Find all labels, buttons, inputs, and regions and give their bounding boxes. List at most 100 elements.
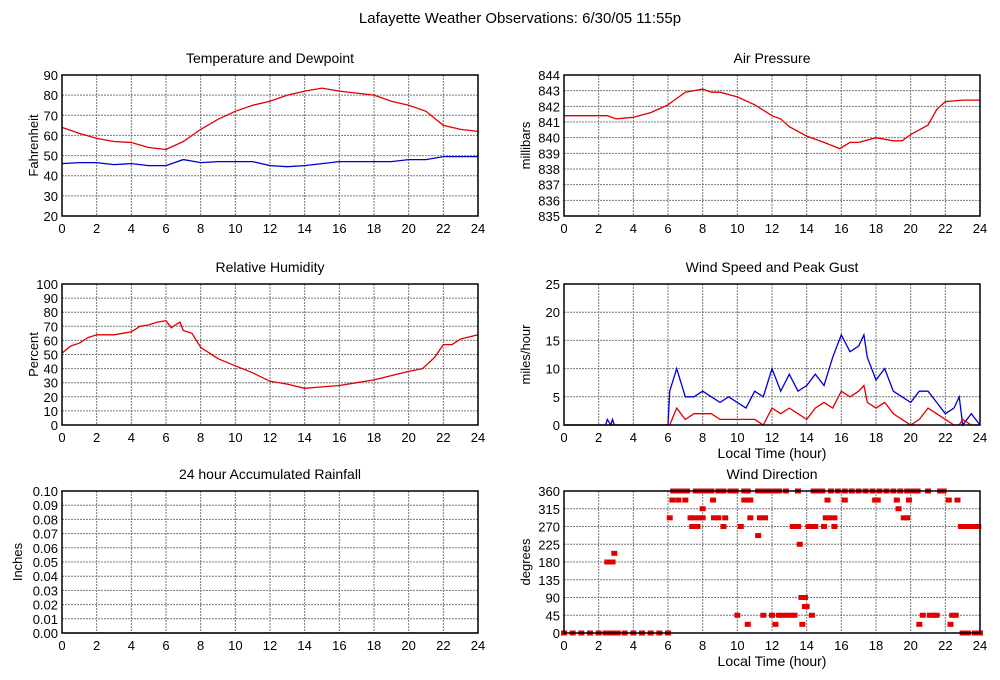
x-tick-label: 0 [58,430,65,445]
y-axis-label: miles/hour [518,324,533,385]
chart-title: Temperature and Dewpoint [186,50,354,66]
x-tick-label: 4 [128,221,135,236]
wind-direction-point [799,621,806,627]
wind-direction-point [895,506,902,512]
x-tick-label: 12 [263,430,277,445]
wind-direction-point [795,524,801,529]
wind-direction-point [737,524,744,529]
wind-direction-point [675,497,682,503]
wind-direction-point [791,612,798,618]
x-tick-label: 14 [297,430,311,445]
y-tick-label: 60 [44,128,58,143]
wind-direction-point [611,550,618,556]
x-tick-label: 22 [938,221,952,236]
x-tick-label: 14 [799,638,813,653]
x-tick-label: 2 [595,638,602,653]
x-tick-label: 24 [973,221,987,236]
wind-direction-point [710,497,717,503]
wind-direction-point [808,612,815,618]
wind-direction-point [689,524,696,529]
y-tick-label: 835 [538,209,560,224]
chart-title: 24 hour Accumulated Rainfall [179,466,361,482]
y-tick-label: 180 [538,555,560,570]
x-tick-label: 8 [699,430,706,445]
wind-direction-point [762,515,769,521]
x-tick-label: 12 [765,221,779,236]
wind-direction-point [775,612,782,618]
y-tick-label: 80 [44,305,58,320]
wind-direction-point [747,515,754,521]
y-tick-label: 837 [538,178,560,193]
y-tick-label: 30 [44,376,58,391]
y-tick-label: 360 [538,484,560,499]
y-tick-label: 0 [553,418,560,433]
x-tick-label: 0 [560,638,567,653]
x-tick-label: 8 [699,638,706,653]
wind-direction-point [666,515,673,521]
x-tick-label: 14 [297,221,311,236]
wind-direction-point [715,515,722,521]
y-tick-label: 842 [538,99,560,114]
x-axis-label: Local Time (hour) [718,445,827,461]
wind-direction-point [949,612,956,618]
x-tick-label: 12 [263,638,277,653]
x-tick-label: 6 [162,430,169,445]
x-tick-label: 4 [630,430,637,445]
x-axis-label: Local Time (hour) [718,653,827,669]
y-tick-label: 100 [36,277,58,292]
chart-title: Wind Direction [726,466,817,482]
x-tick-label: 2 [595,430,602,445]
plot-frame [61,74,479,217]
x-tick-label: 10 [730,221,744,236]
x-tick-label: 20 [401,638,415,653]
x-tick-label: 14 [799,430,813,445]
y-tick-label: 0.04 [33,569,58,584]
wind-direction-point [900,515,907,521]
main-title: Lafayette Weather Observations: 6/30/05 … [358,10,682,27]
y-tick-label: 25 [546,277,560,292]
wind-direction-point [803,604,810,610]
wind-direction-point [760,612,767,618]
y-tick-label: 5 [553,390,560,405]
x-tick-label: 0 [560,430,567,445]
x-tick-label: 16 [834,638,848,653]
x-tick-label: 4 [128,430,135,445]
wind-direction-point [741,497,748,503]
wind-direction-point [784,612,791,618]
y-tick-label: 270 [538,520,560,535]
x-tick-label: 4 [630,221,637,236]
y-tick-label: 90 [44,291,58,306]
y-tick-label: 0 [553,626,560,641]
y-tick-label: 836 [538,193,560,208]
wind-direction-point [669,497,676,503]
y-tick-label: 20 [44,390,58,405]
x-tick-label: 4 [128,638,135,653]
y-tick-label: 0 [51,418,58,433]
x-tick-label: 20 [903,638,917,653]
x-tick-label: 16 [834,430,848,445]
wind-direction-point [947,621,954,627]
y-axis-label: degrees [518,538,533,585]
y-tick-label: 40 [44,362,58,377]
wind-direction-point [831,515,838,521]
series-line-dewpoint [61,155,478,168]
wind-direction-point [952,612,959,618]
wind-direction-point [722,515,729,521]
wind-direction-point [933,612,940,618]
chart-title: Wind Speed and Peak Gust [686,259,859,275]
plot-frame [61,490,479,634]
y-tick-label: 45 [546,608,560,623]
wind-direction-point [801,595,808,600]
y-tick-label: 70 [44,319,58,334]
y-tick-label: 50 [44,149,58,164]
y-tick-label: 30 [44,189,58,204]
series-line-air-pressure [564,88,980,150]
y-tick-label: 60 [44,333,58,348]
wind-direction-point [975,524,982,529]
wind-direction-point [841,497,848,503]
wind-direction-point [957,524,964,529]
y-tick-label: 841 [538,115,560,130]
